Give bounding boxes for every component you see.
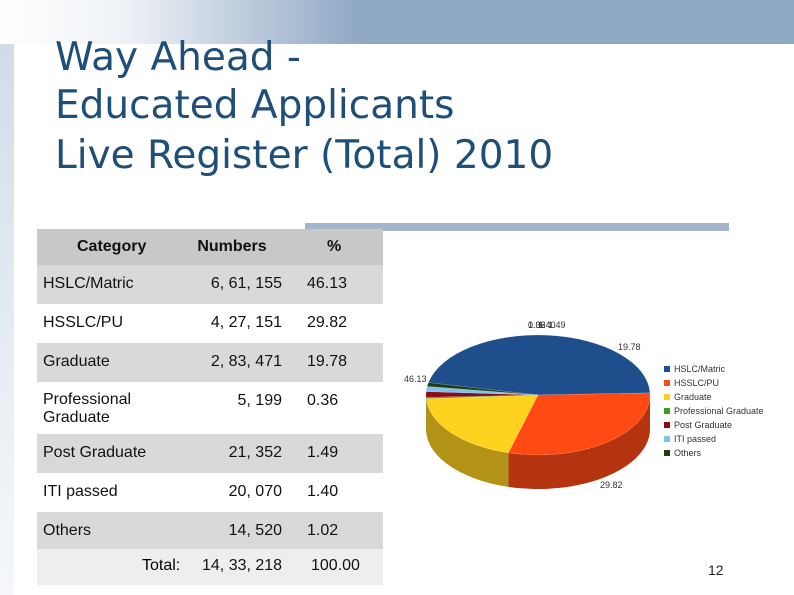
slide-title-line-2: Educated Applicants <box>55 83 455 128</box>
pie-slice-3 <box>425 394 539 399</box>
table-row: HSSLC/PU 4, 27, 151 29.82 <box>37 304 383 343</box>
legend-label: Professional Graduate <box>674 406 764 416</box>
left-gradient-bar <box>0 0 14 595</box>
pie-data-label: 29.82 <box>600 480 623 490</box>
row-category: HSLC/Matric <box>43 275 134 292</box>
pie-slice-side <box>426 398 509 487</box>
pie-slice-1 <box>507 392 651 456</box>
legend-label: ITI passed <box>674 434 716 444</box>
row-category: HSSLC/PU <box>43 314 124 331</box>
legend-swatch <box>664 450 670 456</box>
pie-slice-6 <box>426 382 539 396</box>
row-category: Others <box>43 522 92 539</box>
row-percent: 0.36 <box>307 392 339 409</box>
legend-swatch <box>664 436 670 442</box>
legend-swatch <box>664 408 670 414</box>
total-label: Total: <box>142 557 181 574</box>
pie-chart-svg: 46.13 29.82 19.78 0.36 1.491.401.02 HSLC/Matr… <box>404 320 764 490</box>
header-numbers: Numbers <box>197 238 267 255</box>
row-percent: 19.78 <box>307 353 348 370</box>
total-percent: 100.00 <box>311 557 360 574</box>
row-percent: 46.13 <box>307 275 348 292</box>
table-header-row: Category Numbers % <box>37 229 383 265</box>
pie-slice-0 <box>428 334 651 396</box>
table-row: ITI passed 20, 070 1.40 <box>37 473 383 512</box>
row-numbers: 14, 520 <box>228 522 282 539</box>
row-numbers: 20, 070 <box>228 483 282 500</box>
row-percent: 29.82 <box>307 314 348 331</box>
legend-label: Others <box>674 448 702 458</box>
pie-data-label: 1.40 <box>538 320 556 330</box>
row-numbers: 4, 27, 151 <box>210 314 282 331</box>
legend-swatch <box>664 422 670 428</box>
table-row: Post Graduate 21, 352 1.49 <box>37 434 383 473</box>
legend-label: HSSLC/PU <box>674 378 719 388</box>
header-category: Category <box>77 238 147 255</box>
pie-slice-4 <box>425 391 539 398</box>
pie-data-label: 46.13 <box>404 374 427 384</box>
row-numbers: 21, 352 <box>228 444 282 461</box>
legend-swatch <box>664 366 670 372</box>
pie-slice-5 <box>425 386 539 396</box>
row-percent: 1.40 <box>307 483 339 500</box>
row-percent: 1.49 <box>307 444 339 461</box>
table-row: HSLC/Matric 6, 61, 155 46.13 <box>37 265 383 304</box>
header-percent: % <box>327 238 342 255</box>
pie-slice-side <box>508 395 650 489</box>
category-table: Category Numbers % HSLC/Matric 6, 61, 15… <box>37 229 383 551</box>
accent-bar <box>305 223 729 231</box>
table-row: Graduate 2, 83, 471 19.78 <box>37 343 383 382</box>
pie-data-label: 1.49 <box>548 320 566 330</box>
table-row: Others 14, 520 1.02 <box>37 512 383 551</box>
pie-chart: 46.13 29.82 19.78 0.36 1.49 1.40 1.02 HSLC/Matr… <box>398 300 788 540</box>
row-category: Graduate <box>43 353 110 370</box>
slide-title-line-3: Live Register (Total) 2010 <box>55 133 554 178</box>
legend-label: Post Graduate <box>674 420 732 430</box>
row-numbers: 2, 83, 471 <box>210 353 282 370</box>
row-category: Post Graduate <box>43 444 147 461</box>
page-number: 12 <box>708 562 724 578</box>
legend-label: Graduate <box>674 392 712 402</box>
legend-swatch <box>664 380 670 386</box>
pie-data-label: 0.36 <box>528 320 546 330</box>
row-category: ITI passed <box>43 483 118 500</box>
top-band-fade <box>0 0 360 44</box>
pie-data-label: 1.02 <box>528 320 546 330</box>
row-numbers: 5, 199 <box>237 392 282 409</box>
pie-data-label: 19.78 <box>618 342 641 352</box>
total-numbers: 14, 33, 218 <box>202 557 283 574</box>
slide-title-line-1: Way Ahead - <box>55 35 301 80</box>
table-total-row: Total: 14, 33, 218 100.00 <box>37 549 383 585</box>
row-category: Professional Graduate <box>43 391 132 426</box>
row-percent: 1.02 <box>307 522 339 539</box>
row-numbers: 6, 61, 155 <box>210 275 282 292</box>
legend-label: HSLC/Matric <box>674 364 726 374</box>
table-row: Professional Graduate 5, 199 0.36 <box>37 382 383 434</box>
pie-slice-2 <box>425 394 539 454</box>
legend-swatch <box>664 394 670 400</box>
